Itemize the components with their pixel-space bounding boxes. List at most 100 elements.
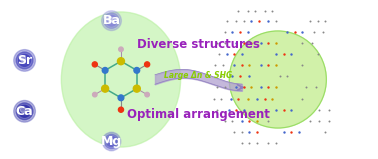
Point xyxy=(214,86,220,89)
Point xyxy=(299,64,305,66)
Circle shape xyxy=(102,11,121,31)
Point xyxy=(231,64,237,66)
Point xyxy=(248,19,254,22)
Point xyxy=(245,31,251,33)
Point xyxy=(241,108,247,111)
Point xyxy=(262,97,268,100)
Text: Mg: Mg xyxy=(101,135,122,148)
Point xyxy=(296,131,302,133)
Point xyxy=(214,42,220,44)
Point xyxy=(211,97,217,100)
Point xyxy=(252,10,258,12)
Point xyxy=(316,108,322,111)
Point xyxy=(313,86,319,89)
Point xyxy=(288,108,294,111)
Point xyxy=(239,120,245,122)
Point xyxy=(220,64,226,66)
Point xyxy=(222,42,228,44)
Circle shape xyxy=(16,103,33,120)
Point xyxy=(314,19,321,22)
Point xyxy=(245,97,251,100)
Point xyxy=(265,120,271,122)
Point xyxy=(222,31,228,33)
Point xyxy=(239,131,245,133)
Point xyxy=(235,10,241,12)
Point xyxy=(322,131,328,133)
Circle shape xyxy=(16,52,33,69)
Point xyxy=(307,120,313,122)
Point xyxy=(269,10,275,12)
Point xyxy=(262,10,268,12)
Point xyxy=(229,120,235,122)
Point xyxy=(239,64,245,66)
Circle shape xyxy=(92,62,98,67)
Circle shape xyxy=(14,50,36,71)
Point xyxy=(233,108,239,111)
Point xyxy=(303,86,309,89)
Point xyxy=(309,42,315,44)
Text: Optimal arrangement: Optimal arrangement xyxy=(127,108,270,121)
Circle shape xyxy=(144,62,150,67)
Point xyxy=(265,64,271,66)
Point xyxy=(224,53,230,55)
Point xyxy=(265,142,271,144)
Point xyxy=(248,86,254,89)
Point xyxy=(273,142,279,144)
Circle shape xyxy=(107,136,116,147)
Point xyxy=(256,19,262,22)
Point xyxy=(273,86,279,89)
Point xyxy=(246,120,253,122)
Point xyxy=(326,108,332,111)
Point xyxy=(273,19,279,22)
Point xyxy=(226,108,232,111)
Circle shape xyxy=(133,85,140,92)
Point xyxy=(273,64,279,66)
Circle shape xyxy=(145,92,149,97)
Point xyxy=(241,86,247,89)
Point xyxy=(320,31,326,33)
Circle shape xyxy=(20,107,26,112)
Text: Ca: Ca xyxy=(16,105,33,118)
Point xyxy=(299,42,305,44)
Point xyxy=(292,31,298,33)
Point xyxy=(212,64,218,66)
Point xyxy=(254,120,260,122)
Point xyxy=(254,142,260,144)
Circle shape xyxy=(102,132,121,151)
Point xyxy=(218,97,224,100)
Point xyxy=(273,42,279,44)
Point xyxy=(280,53,287,55)
Point xyxy=(322,19,328,22)
Point xyxy=(258,64,264,66)
Circle shape xyxy=(102,85,108,92)
Point xyxy=(254,131,260,133)
Point xyxy=(222,120,228,122)
Point xyxy=(316,120,322,122)
Point xyxy=(222,86,228,89)
Point xyxy=(235,97,241,100)
Point xyxy=(246,75,253,78)
Point xyxy=(258,42,264,44)
Point xyxy=(254,97,260,100)
Text: Diverse structures: Diverse structures xyxy=(137,38,260,51)
Point xyxy=(307,19,313,22)
Point xyxy=(218,75,224,78)
Point xyxy=(246,64,253,66)
Point xyxy=(314,53,321,55)
Text: Sr: Sr xyxy=(17,54,32,67)
Point xyxy=(284,75,290,78)
Circle shape xyxy=(118,58,124,65)
Point xyxy=(248,42,254,44)
Text: Ba: Ba xyxy=(102,14,121,27)
Point xyxy=(216,53,222,55)
Circle shape xyxy=(229,31,326,128)
Point xyxy=(265,19,271,22)
Point xyxy=(299,31,305,33)
Point xyxy=(241,42,247,44)
Point xyxy=(229,75,235,78)
Circle shape xyxy=(104,134,119,149)
Ellipse shape xyxy=(61,12,181,147)
Circle shape xyxy=(118,107,124,112)
Point xyxy=(239,53,245,55)
Circle shape xyxy=(134,67,139,73)
